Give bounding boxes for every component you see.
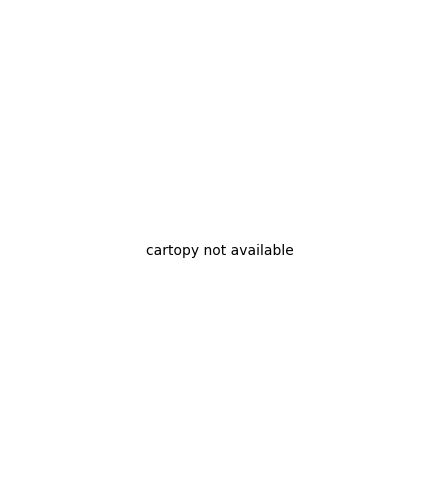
Text: cartopy not available: cartopy not available <box>145 244 293 259</box>
